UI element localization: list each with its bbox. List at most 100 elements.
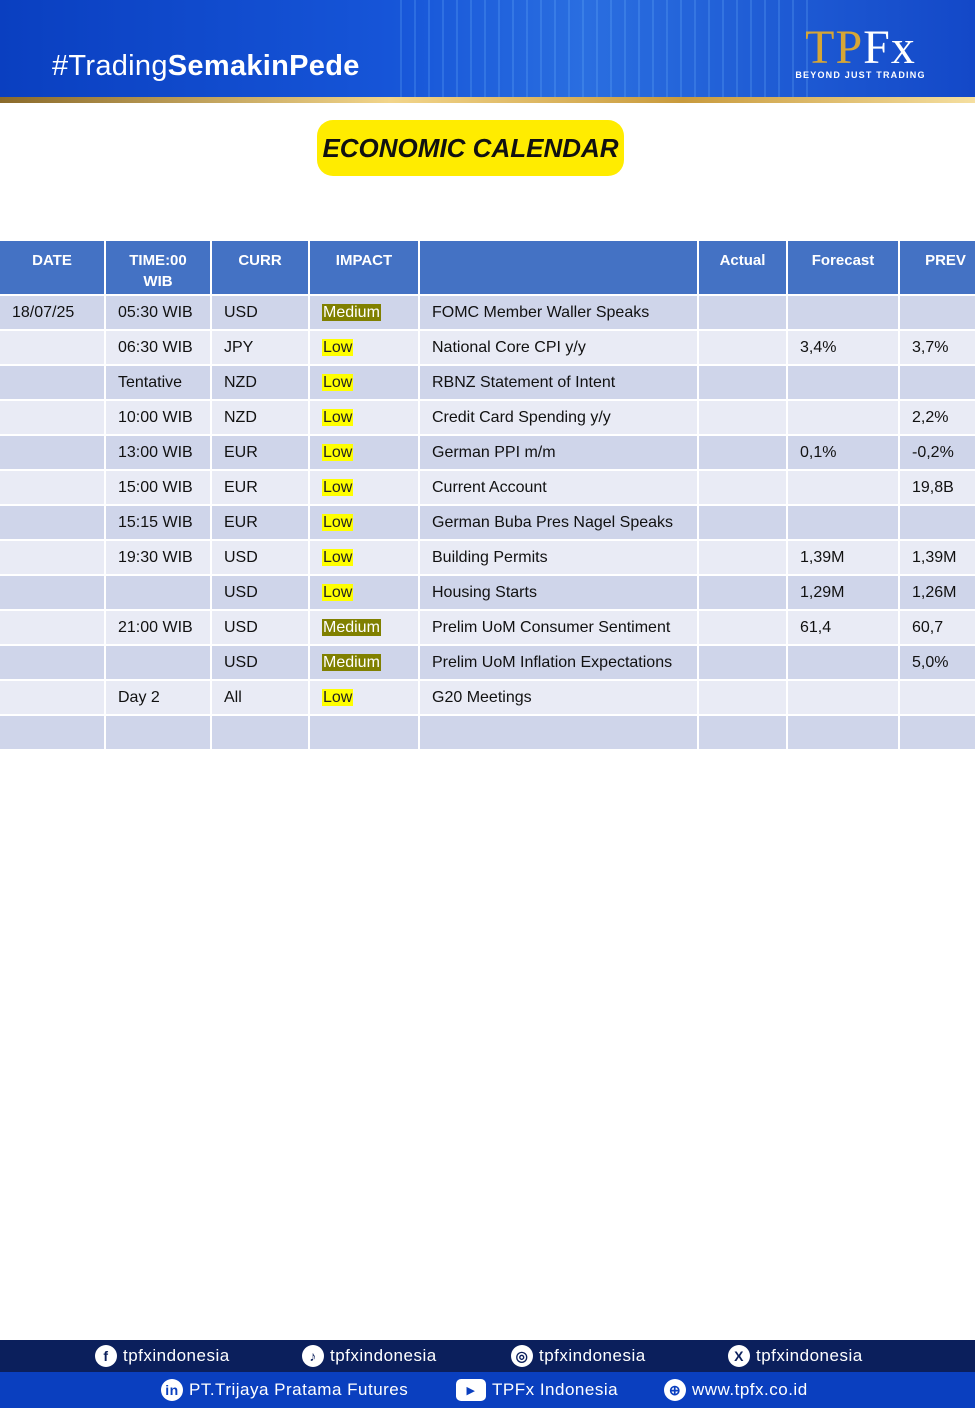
social-link[interactable]: ♪ tpfxindonesia <box>302 1345 437 1367</box>
footer-links-bar: in PT.Trijaya Pratama Futures ▶ TPFx Indone… <box>0 1372 975 1408</box>
header-date: DATE <box>0 241 104 294</box>
table-row: 06:30 WIB JPY Low National Core CPI y/y 3,4%… <box>0 331 975 364</box>
logo-tagline: BEYOND JUST TRADING <box>795 70 926 80</box>
table-row: 15:00 WIB EUR Low Current Account 19,8B <box>0 471 975 504</box>
hashtag-bold: SemakinPede <box>167 50 360 82</box>
cell-actual <box>699 436 786 469</box>
cell-impact: Medium <box>310 611 418 644</box>
header-previous: PREV <box>900 241 975 294</box>
cell-actual <box>699 576 786 609</box>
link-label: TPFx Indonesia <box>492 1380 619 1399</box>
header-impact: IMPACT <box>310 241 418 294</box>
cell-event: G20 Meetings <box>420 681 697 714</box>
cell-forecast: 3,4% <box>788 331 898 364</box>
table-row: Tentative NZD Low RBNZ Statement of Intent <box>0 366 975 399</box>
facebook-icon: f <box>95 1345 117 1367</box>
impact-badge: Low <box>322 338 354 356</box>
tiktok-icon: ♪ <box>302 1345 324 1367</box>
cell-impact: Low <box>310 541 418 574</box>
cell-event: Prelim UoM Consumer Sentiment <box>420 611 697 644</box>
table-row: 15:15 WIB EUR Low German Buba Pres Nagel Sp… <box>0 506 975 539</box>
header-banner <box>0 0 975 97</box>
cell-date <box>0 331 104 364</box>
social-link[interactable]: ◎ tpfxindonesia <box>511 1345 646 1367</box>
cell-actual <box>699 331 786 364</box>
cell-actual <box>699 471 786 504</box>
cell-time: 10:00 WIB <box>106 401 210 434</box>
chart-bars-decoration <box>400 0 820 97</box>
cell-previous: 19,8B <box>900 471 975 504</box>
cell-impact: Medium <box>310 296 418 329</box>
logo-main: TP <box>805 21 864 74</box>
impact-badge: Low <box>322 583 354 601</box>
cell-impact: Low <box>310 576 418 609</box>
cell-time: 15:15 WIB <box>106 506 210 539</box>
social-handle: tpfxindonesia <box>539 1346 646 1365</box>
cell-actual <box>699 506 786 539</box>
cell-forecast: 61,4 <box>788 611 898 644</box>
impact-badge: Medium <box>322 303 381 321</box>
cell-previous: 2,2% <box>900 401 975 434</box>
cell-time: Tentative <box>106 366 210 399</box>
cell-forecast <box>788 366 898 399</box>
cell-currency: EUR <box>212 506 308 539</box>
linkedin-icon: in <box>161 1379 183 1401</box>
cell-forecast <box>788 296 898 329</box>
footer-link[interactable]: ⊕ www.tpfx.co.id <box>664 1379 808 1401</box>
cell-actual <box>699 541 786 574</box>
cell-event: FOMC Member Waller Speaks <box>420 296 697 329</box>
impact-badge: Medium <box>322 618 381 636</box>
cell-date <box>0 716 104 749</box>
impact-badge: Low <box>322 373 354 391</box>
gold-divider <box>0 97 975 103</box>
cell-forecast: 0,1% <box>788 436 898 469</box>
cell-impact: Low <box>310 506 418 539</box>
cell-currency: USD <box>212 576 308 609</box>
cell-time: 06:30 WIB <box>106 331 210 364</box>
cell-date <box>0 611 104 644</box>
footer-link[interactable]: ▶ TPFx Indonesia <box>456 1379 618 1401</box>
cell-currency: EUR <box>212 436 308 469</box>
cell-date <box>0 576 104 609</box>
social-handle: tpfxindonesia <box>756 1346 863 1365</box>
cell-impact <box>310 716 418 749</box>
logo-accent: Fx <box>863 21 916 74</box>
table-row: USD Low Housing Starts 1,29M 1,26M <box>0 576 975 609</box>
cell-time: 19:30 WIB <box>106 541 210 574</box>
impact-badge: Low <box>322 478 354 496</box>
cell-forecast <box>788 716 898 749</box>
footer-link[interactable]: in PT.Trijaya Pratama Futures <box>161 1379 408 1401</box>
cell-date <box>0 681 104 714</box>
cell-time <box>106 716 210 749</box>
cell-impact: Medium <box>310 646 418 679</box>
cell-actual <box>699 366 786 399</box>
cell-forecast <box>788 471 898 504</box>
impact-badge: Low <box>322 408 354 426</box>
page-title: ECONOMIC CALENDAR <box>317 120 624 176</box>
cell-date <box>0 366 104 399</box>
cell-currency: USD <box>212 541 308 574</box>
cell-forecast <box>788 401 898 434</box>
cell-actual <box>699 611 786 644</box>
cell-forecast: 1,39M <box>788 541 898 574</box>
social-link[interactable]: f tpfxindonesia <box>95 1345 230 1367</box>
social-handle: tpfxindonesia <box>123 1346 230 1365</box>
cell-event: RBNZ Statement of Intent <box>420 366 697 399</box>
cell-impact: Low <box>310 331 418 364</box>
cell-currency: USD <box>212 646 308 679</box>
cell-forecast <box>788 646 898 679</box>
cell-event: Credit Card Spending y/y <box>420 401 697 434</box>
cell-currency: JPY <box>212 331 308 364</box>
header-actual: Actual <box>699 241 786 294</box>
cell-currency: NZD <box>212 366 308 399</box>
tpfx-logo: TPFx BEYOND JUST TRADING <box>793 24 928 81</box>
cell-previous <box>900 366 975 399</box>
cell-time: 21:00 WIB <box>106 611 210 644</box>
table-row: 21:00 WIB USD Medium Prelim UoM Consumer Se… <box>0 611 975 644</box>
hashtag-light: #Trading <box>52 50 168 82</box>
cell-previous <box>900 506 975 539</box>
table-row: Day 2 All Low G20 Meetings <box>0 681 975 714</box>
cell-previous <box>900 681 975 714</box>
cell-time: 05:30 WIB <box>106 296 210 329</box>
